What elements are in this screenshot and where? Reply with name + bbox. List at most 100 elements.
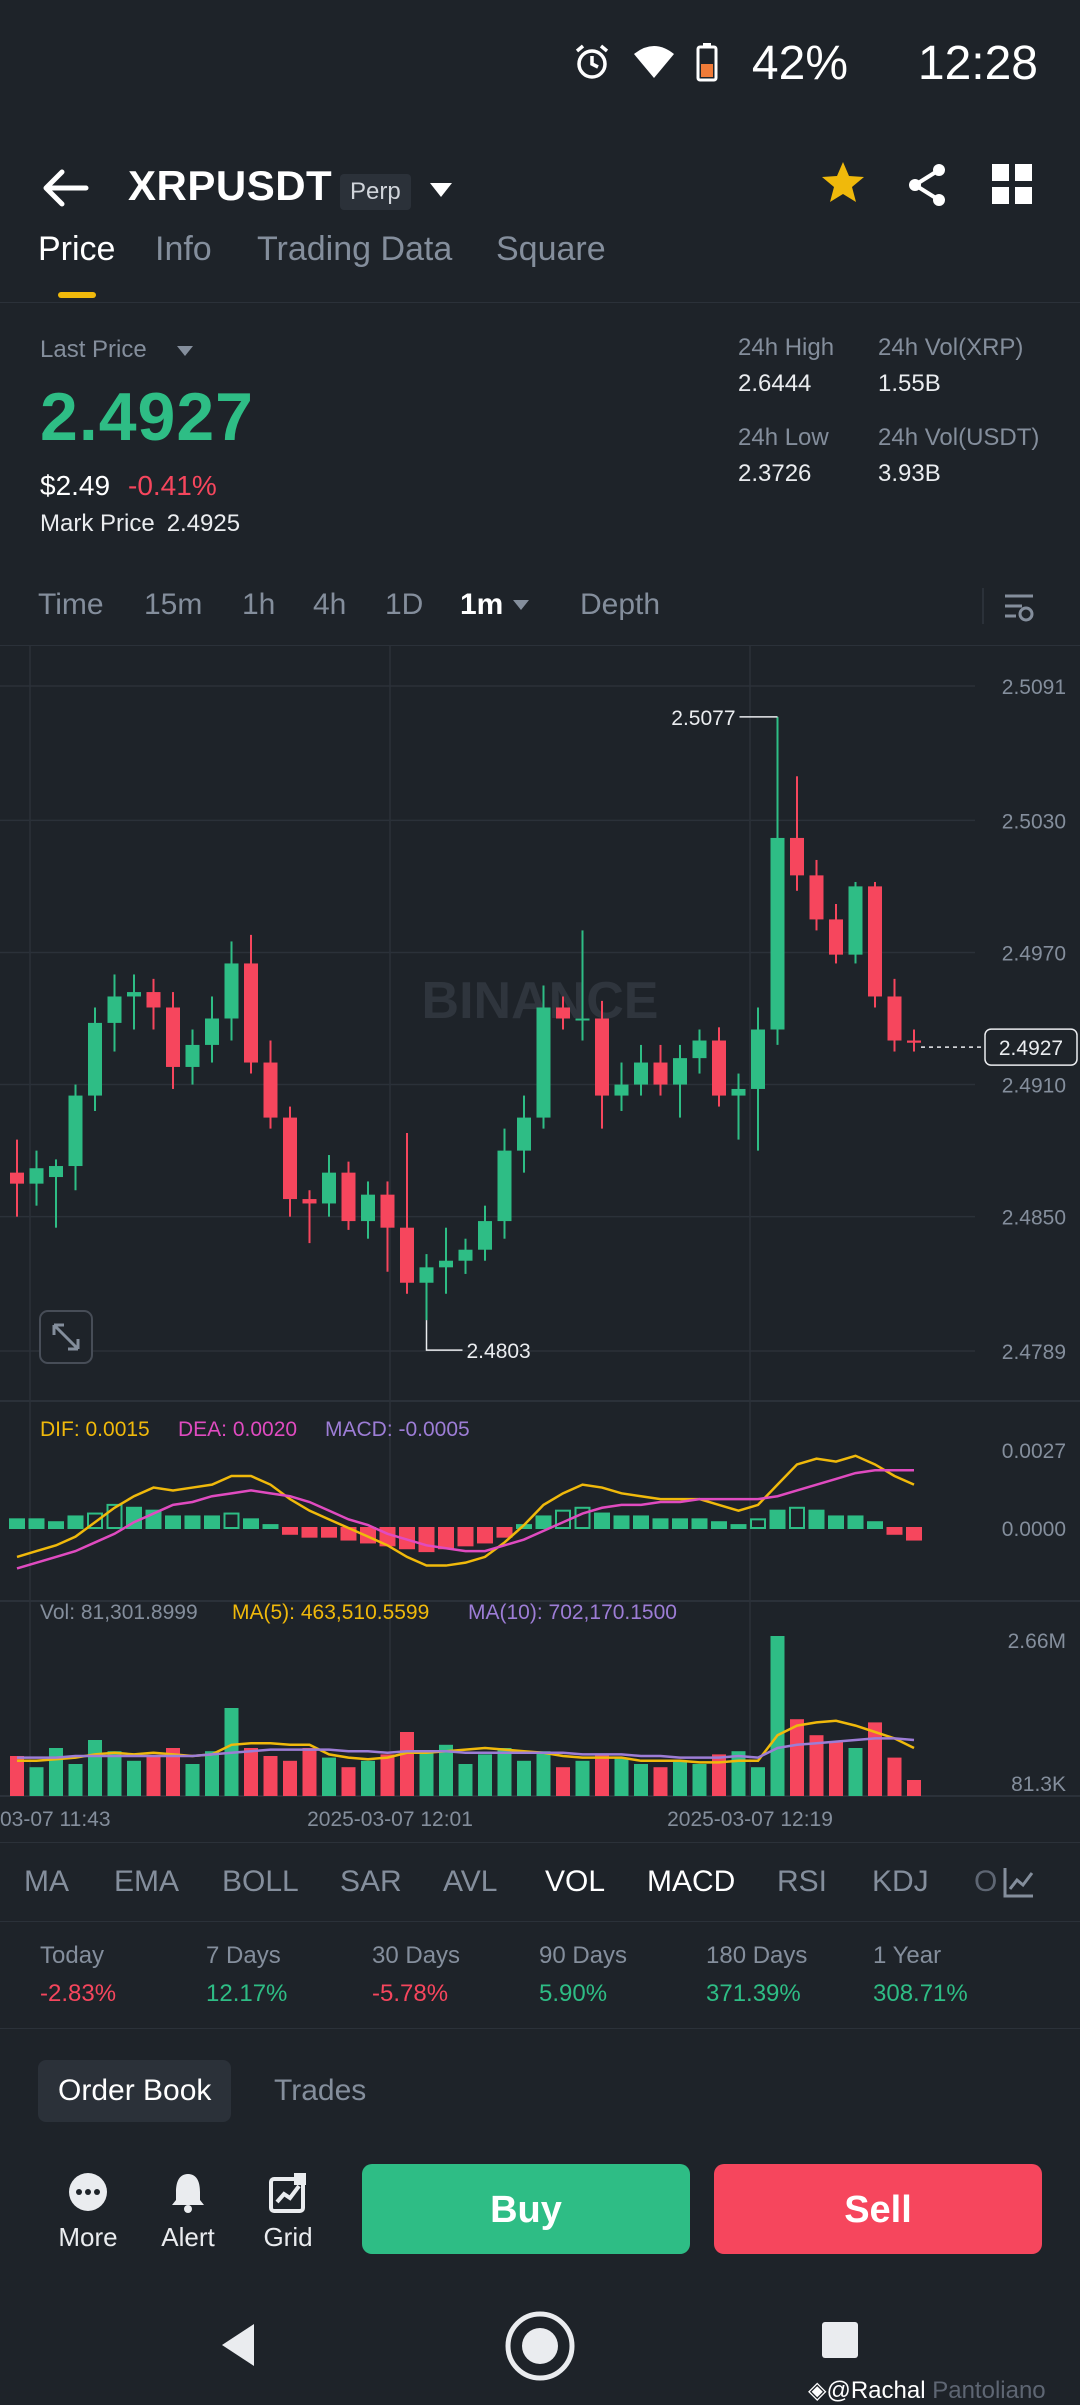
- price-axis-label: 2.4970: [1002, 942, 1066, 965]
- back-arrow-icon[interactable]: [38, 160, 94, 216]
- last-price-label[interactable]: Last Price: [40, 336, 147, 363]
- 24h-high-label: 24h High: [738, 334, 835, 361]
- indicator-avl[interactable]: AVL: [443, 1865, 498, 1898]
- buy-button[interactable]: Buy: [362, 2164, 690, 2254]
- active-tab-indicator: [58, 292, 96, 298]
- macd-histogram-bar: [457, 1527, 474, 1547]
- indicator-ema[interactable]: EMA: [114, 1865, 180, 1898]
- more-button[interactable]: More: [43, 2170, 133, 2253]
- candle: [380, 1194, 395, 1228]
- last-price-value: 2.4927: [40, 379, 254, 455]
- nav-home-icon[interactable]: [504, 2310, 576, 2382]
- share-icon[interactable]: [902, 160, 952, 210]
- alarm-icon: [575, 44, 609, 79]
- more-label: More: [58, 2222, 118, 2252]
- interval-time[interactable]: Time: [38, 588, 104, 621]
- system-nav-bar: ◈@Rachal Pantoliano: [0, 2290, 1080, 2404]
- favorite-star-icon[interactable]: [818, 158, 868, 208]
- chart-settings-icon[interactable]: [1002, 590, 1036, 624]
- macd-histogram-bar: [886, 1527, 903, 1535]
- interval-1h[interactable]: 1h: [242, 588, 276, 621]
- candle: [575, 1018, 590, 1021]
- nav-back-icon[interactable]: [218, 2320, 258, 2370]
- layout-grid-icon[interactable]: [990, 162, 1034, 206]
- 24h-low-value: 2.3726: [738, 460, 812, 487]
- sell-button[interactable]: Sell: [714, 2164, 1042, 2254]
- grid-bot-icon: [269, 2173, 306, 2213]
- volume-axis-label: 2.66M: [1008, 1630, 1066, 1653]
- grid-button[interactable]: Grid: [243, 2170, 333, 2253]
- symbol-dropdown-icon[interactable]: [428, 180, 454, 200]
- macd-dea-label: DEA: 0.0020: [178, 1418, 297, 1441]
- tab-order-book[interactable]: Order Book: [38, 2060, 232, 2122]
- indicator-settings-icon[interactable]: [1002, 1865, 1036, 1899]
- 24h-low-label: 24h Low: [738, 424, 829, 451]
- indicator-vol[interactable]: VOL: [545, 1865, 606, 1898]
- indicator-macd[interactable]: MACD: [647, 1865, 736, 1898]
- price-chart[interactable]: BINANCE 0.0027 0.0000 2.66M 81.3K 2.5091 2.…: [0, 645, 1080, 1846]
- 24h-vol-xrp-value: 1.55B: [878, 370, 941, 397]
- volume-bar: [809, 1735, 824, 1796]
- battery-icon: [696, 43, 718, 82]
- interval-depth[interactable]: Depth: [580, 588, 661, 621]
- macd-histogram-bar: [204, 1515, 220, 1530]
- volume-bar: [361, 1760, 375, 1796]
- candle: [322, 1172, 336, 1204]
- candle: [848, 886, 863, 955]
- symbol-title[interactable]: XRPUSDT: [128, 162, 333, 209]
- interval-4h[interactable]: 4h: [313, 588, 347, 621]
- tab-square[interactable]: Square: [496, 230, 606, 268]
- interval-15m[interactable]: 15m: [144, 588, 203, 621]
- macd-axis-label: 0.0027: [1002, 1440, 1066, 1463]
- indicator-rsi[interactable]: RSI: [777, 1865, 828, 1898]
- macd-histogram-bar: [594, 1512, 610, 1529]
- interval-bar: Time 15m 1h 4h 1D 1m Depth: [0, 582, 1080, 638]
- candle: [478, 1221, 492, 1250]
- tab-info[interactable]: Info: [155, 230, 212, 268]
- last-price-dropdown-icon[interactable]: [176, 344, 194, 358]
- tab-trades[interactable]: Trades: [274, 2074, 367, 2107]
- candle: [88, 1022, 102, 1096]
- perf-value: -2.83%: [40, 1980, 117, 2007]
- interval-1m[interactable]: 1m: [460, 588, 504, 621]
- candle: [185, 1044, 200, 1067]
- status-bar: 42% 12:28: [0, 0, 1080, 130]
- interval-dropdown-icon[interactable]: [512, 598, 530, 612]
- indicator-more[interactable]: O: [974, 1865, 998, 1898]
- candle: [302, 1199, 317, 1204]
- alert-button[interactable]: Alert: [143, 2170, 233, 2253]
- macd-histogram-bar: [847, 1515, 864, 1530]
- perf-1-year: 1 Year 308.71%: [873, 1942, 968, 2008]
- perf-value: 5.90%: [539, 1980, 608, 2007]
- indicator-ma[interactable]: MA: [24, 1865, 69, 1898]
- 24h-vol-xrp-label: 24h Vol(XRP): [878, 334, 1024, 361]
- indicator-boll[interactable]: BOLL: [222, 1865, 299, 1898]
- perp-badge: Perp: [340, 174, 411, 210]
- indicator-sar[interactable]: SAR: [340, 1865, 402, 1898]
- volume-bar: [419, 1751, 434, 1796]
- volume-bar: [848, 1748, 863, 1796]
- interval-1d[interactable]: 1D: [385, 588, 424, 621]
- wifi-icon: [634, 46, 674, 78]
- macd-histogram-bar: [613, 1515, 630, 1530]
- clock: 12:28: [917, 37, 1038, 90]
- nav-recents-icon[interactable]: [820, 2320, 860, 2360]
- indicator-kdj[interactable]: KDJ: [872, 1865, 929, 1898]
- macd-histogram-bar: [321, 1527, 337, 1538]
- indicator-tabs: MA EMA BOLL SAR AVL VOL MACD RSI KDJ O: [0, 1842, 1080, 1922]
- candle: [595, 1018, 609, 1096]
- candle: [868, 886, 882, 997]
- fullscreen-icon[interactable]: [39, 1310, 93, 1364]
- candle: [751, 1029, 765, 1089]
- tab-price[interactable]: Price: [38, 230, 116, 268]
- candle: [10, 1172, 24, 1184]
- tab-trading-data[interactable]: Trading Data: [257, 230, 453, 268]
- perf-value: 308.71%: [873, 1980, 968, 2007]
- macd-histogram-bar: [165, 1515, 181, 1530]
- bell-icon: [172, 2174, 204, 2213]
- 24h-vol-usdt-label: 24h Vol(USDT): [878, 424, 1040, 451]
- candle: [29, 1168, 44, 1184]
- volume-bar: [673, 1760, 687, 1796]
- volume-bar: [107, 1751, 122, 1796]
